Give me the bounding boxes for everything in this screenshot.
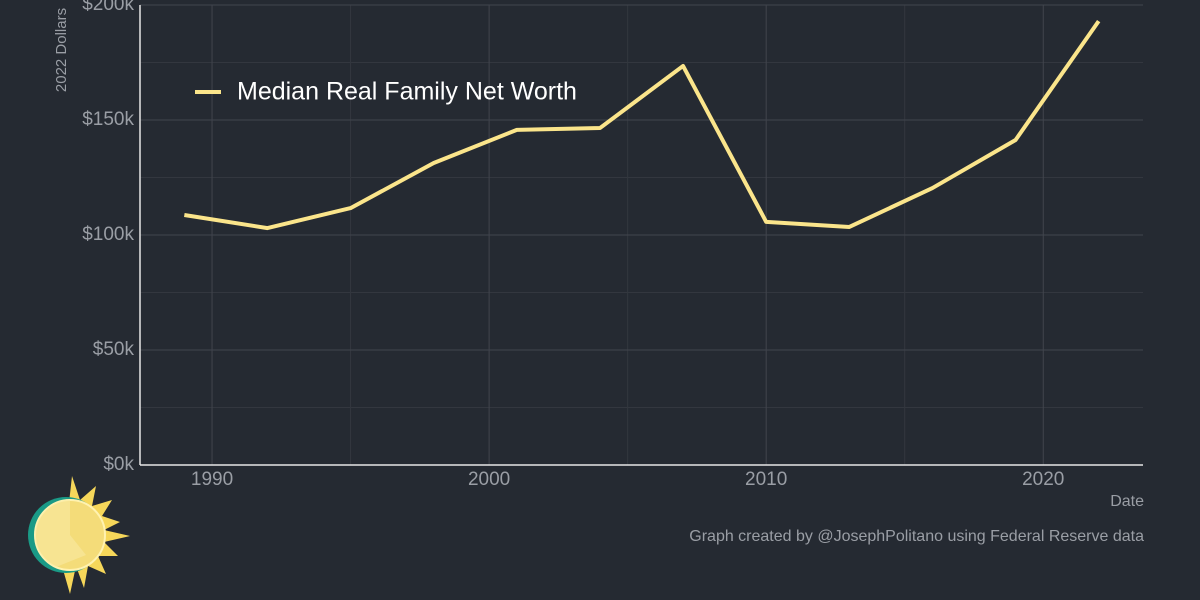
grid: [140, 4, 1143, 466]
y-tick-label: $0k: [103, 454, 134, 475]
x-axis-label: Date: [1110, 493, 1144, 510]
y-tick-label: $50k: [93, 339, 135, 360]
y-axis-label: 2022 Dollars: [53, 8, 70, 92]
logo: [28, 476, 130, 594]
y-tick-label: $150k: [82, 109, 134, 130]
y-tick-label: $200k: [82, 0, 134, 15]
legend-text: Median Real Family Net Worth: [237, 78, 577, 106]
data-line: [184, 19, 1101, 231]
caption: Graph created by @JosephPolitano using F…: [689, 528, 1144, 545]
x-tick-label: 1990: [191, 469, 233, 490]
y-tick-label: $100k: [82, 224, 134, 245]
x-tick-label: 2000: [468, 469, 510, 490]
x-tick-label: 2020: [1022, 469, 1064, 490]
x-tick-label: 2010: [745, 469, 787, 490]
